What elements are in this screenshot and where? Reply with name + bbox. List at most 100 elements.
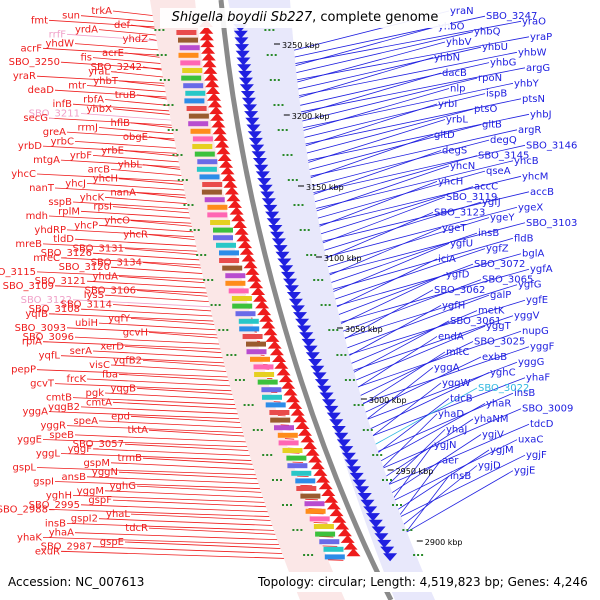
gene-label-reverse[interactable]: SBO_3009 — [522, 404, 573, 415]
gene-label-forward[interactable]: tldD — [53, 234, 74, 245]
gene-label-forward[interactable]: yrbC — [51, 136, 74, 147]
gene-label-reverse[interactable]: yggT — [486, 321, 512, 332]
gene-label-forward[interactable]: greA — [43, 127, 66, 138]
gene-label-forward[interactable]: frcK — [67, 374, 87, 385]
gene-label-forward[interactable]: sun — [62, 11, 80, 22]
gene-label-forward[interactable]: yggM — [77, 486, 104, 497]
gene-label-forward[interactable]: gspM — [83, 458, 110, 469]
gene-label-forward[interactable]: SBO_3096 — [23, 332, 74, 343]
gene-label-reverse[interactable]: yhbJ — [530, 109, 552, 120]
gene-label-forward[interactable]: yhbL — [118, 160, 143, 171]
gene-label-forward[interactable]: gspI2 — [71, 514, 98, 525]
gene-label-forward[interactable]: SBO_3126 — [41, 248, 92, 259]
gene-label-reverse[interactable]: ygfG — [518, 280, 542, 291]
gene-label-forward[interactable]: ubiH — [75, 318, 98, 329]
gene-label-forward[interactable]: cmtB — [46, 393, 72, 404]
gene-label-forward[interactable]: yqfL — [39, 351, 61, 362]
gene-label-reverse[interactable]: ygfE — [526, 295, 548, 306]
gene-label-reverse[interactable]: yrbL — [446, 115, 468, 126]
gene-label-forward[interactable]: yggA — [23, 407, 49, 418]
gene-label-forward[interactable]: SBO_3122 — [21, 295, 72, 306]
gene-label-reverse[interactable]: ygeY — [490, 213, 515, 224]
gene-label-reverse[interactable]: aer — [442, 455, 459, 466]
gene-label-forward[interactable]: tdcR — [125, 523, 148, 534]
gene-label-forward[interactable]: lysS — [84, 290, 104, 301]
gene-label-forward[interactable]: yrbF — [70, 150, 92, 161]
gene-label-reverse[interactable]: argR — [518, 125, 541, 136]
gene-label-forward[interactable]: gcvH — [123, 327, 148, 338]
gene-label-reverse[interactable]: accC — [474, 182, 498, 193]
gene-label-forward[interactable]: yggF — [68, 444, 93, 455]
gene-label-forward[interactable]: yhcJ — [65, 178, 86, 189]
gene-label-forward[interactable]: rpiA — [22, 337, 42, 348]
gene-label-forward[interactable]: yqfY — [108, 313, 131, 324]
gene-label-forward[interactable]: SBO_3134 — [91, 258, 142, 269]
gene-label-forward[interactable]: gspL — [13, 463, 37, 474]
gene-label-reverse[interactable]: ygeX — [518, 202, 543, 213]
gene-label-reverse[interactable]: ptsO — [474, 104, 497, 115]
gene-label-forward[interactable]: sspB — [48, 197, 72, 208]
gene-label-forward[interactable]: truB — [115, 90, 136, 101]
gene-label-reverse[interactable]: galP — [490, 290, 511, 301]
gene-label-forward[interactable]: nanT — [29, 183, 55, 194]
gene-label-forward[interactable]: SBO_3106 — [85, 286, 136, 297]
gene-label-forward[interactable]: acrE — [102, 48, 124, 59]
gene-label-forward[interactable]: deaD — [28, 85, 55, 96]
gene-label-reverse[interactable]: yhcH — [438, 176, 463, 187]
gene-label-forward[interactable]: rpsI — [93, 202, 112, 213]
gene-label-reverse[interactable]: ygjD — [478, 461, 501, 472]
gene-label-reverse[interactable]: degQ — [490, 135, 517, 146]
gene-label-forward[interactable]: pepP — [11, 365, 36, 376]
gene-label-forward[interactable]: yhcR — [123, 230, 148, 241]
gene-label-reverse[interactable]: yrbI — [438, 99, 457, 110]
gene-label-forward[interactable]: yqfB2 — [113, 355, 142, 366]
gene-label-reverse[interactable]: yraO — [522, 16, 546, 27]
gene-label-reverse[interactable]: yraP — [530, 32, 552, 43]
gene-label-reverse[interactable]: yggA — [434, 362, 460, 373]
gene-label-forward[interactable]: hflB — [111, 118, 131, 129]
gene-label-reverse[interactable]: gltB — [482, 120, 502, 131]
gene-label-forward[interactable]: ansB — [61, 472, 86, 483]
gene-label-reverse[interactable]: tdcB — [450, 393, 473, 404]
gene-label-forward[interactable]: yghH — [46, 490, 72, 501]
gene-label-reverse[interactable]: ygjN — [434, 440, 457, 451]
gene-label-forward[interactable]: SBO_3131 — [73, 244, 124, 255]
gene-label-forward[interactable]: yhbT — [93, 76, 119, 87]
gene-label-forward[interactable]: def — [114, 20, 131, 31]
gene-label-reverse[interactable]: argG — [526, 63, 550, 74]
gene-label-forward[interactable]: yrdA — [75, 25, 98, 36]
gene-label-forward[interactable]: speB — [49, 430, 74, 441]
gene-label-reverse[interactable]: SBO_3022 — [478, 383, 529, 394]
gene-label-reverse[interactable]: rpoN — [478, 73, 502, 84]
gene-label-forward[interactable]: yhcO — [104, 216, 130, 227]
gene-label-forward[interactable]: mtgA — [33, 155, 60, 166]
gene-label-forward[interactable]: yhdA — [93, 272, 119, 283]
gene-label-forward[interactable]: SBO_3108 — [29, 304, 80, 315]
gene-label-forward[interactable]: yhcH — [93, 174, 118, 185]
gene-label-reverse[interactable]: yhbW — [518, 47, 547, 58]
gene-label-forward[interactable]: trkA — [91, 6, 112, 17]
gene-label-reverse[interactable]: ptsN — [522, 94, 545, 105]
gene-label-forward[interactable]: SBO_3121 — [35, 276, 86, 287]
gene-label-forward[interactable]: SBO_3109 — [3, 281, 54, 292]
gene-label-reverse[interactable]: uxaC — [518, 435, 543, 446]
gene-label-forward[interactable]: yggN — [92, 467, 118, 478]
gene-label-forward[interactable]: mreB — [15, 239, 42, 250]
gene-label-forward[interactable]: cmtA — [86, 397, 112, 408]
gene-label-reverse[interactable]: ygjF — [526, 450, 547, 461]
gene-label-forward[interactable]: yhaL — [106, 509, 130, 520]
gene-label-reverse[interactable]: yhbN — [434, 53, 460, 64]
gene-label-reverse[interactable]: yggW — [442, 378, 471, 389]
gene-label-forward[interactable]: rrmJ — [77, 123, 98, 134]
gene-label-forward[interactable]: gspE — [100, 537, 124, 548]
gene-label-forward[interactable]: yqgB2 — [48, 402, 80, 413]
gene-label-forward[interactable]: SBO_3242 — [91, 62, 142, 73]
gene-label-forward[interactable]: SBO_2988 — [0, 504, 48, 515]
gene-label-reverse[interactable]: ygfU — [450, 238, 473, 249]
gene-label-reverse[interactable]: yhbU — [482, 42, 508, 53]
gene-label-forward[interactable]: insB — [45, 518, 66, 529]
gene-label-reverse[interactable]: insB — [478, 228, 499, 239]
gene-label-reverse[interactable]: yhaJ — [446, 424, 467, 435]
gene-label-forward[interactable]: SBO_3093 — [15, 323, 66, 334]
gene-label-forward[interactable]: SBO_2987 — [41, 542, 92, 553]
